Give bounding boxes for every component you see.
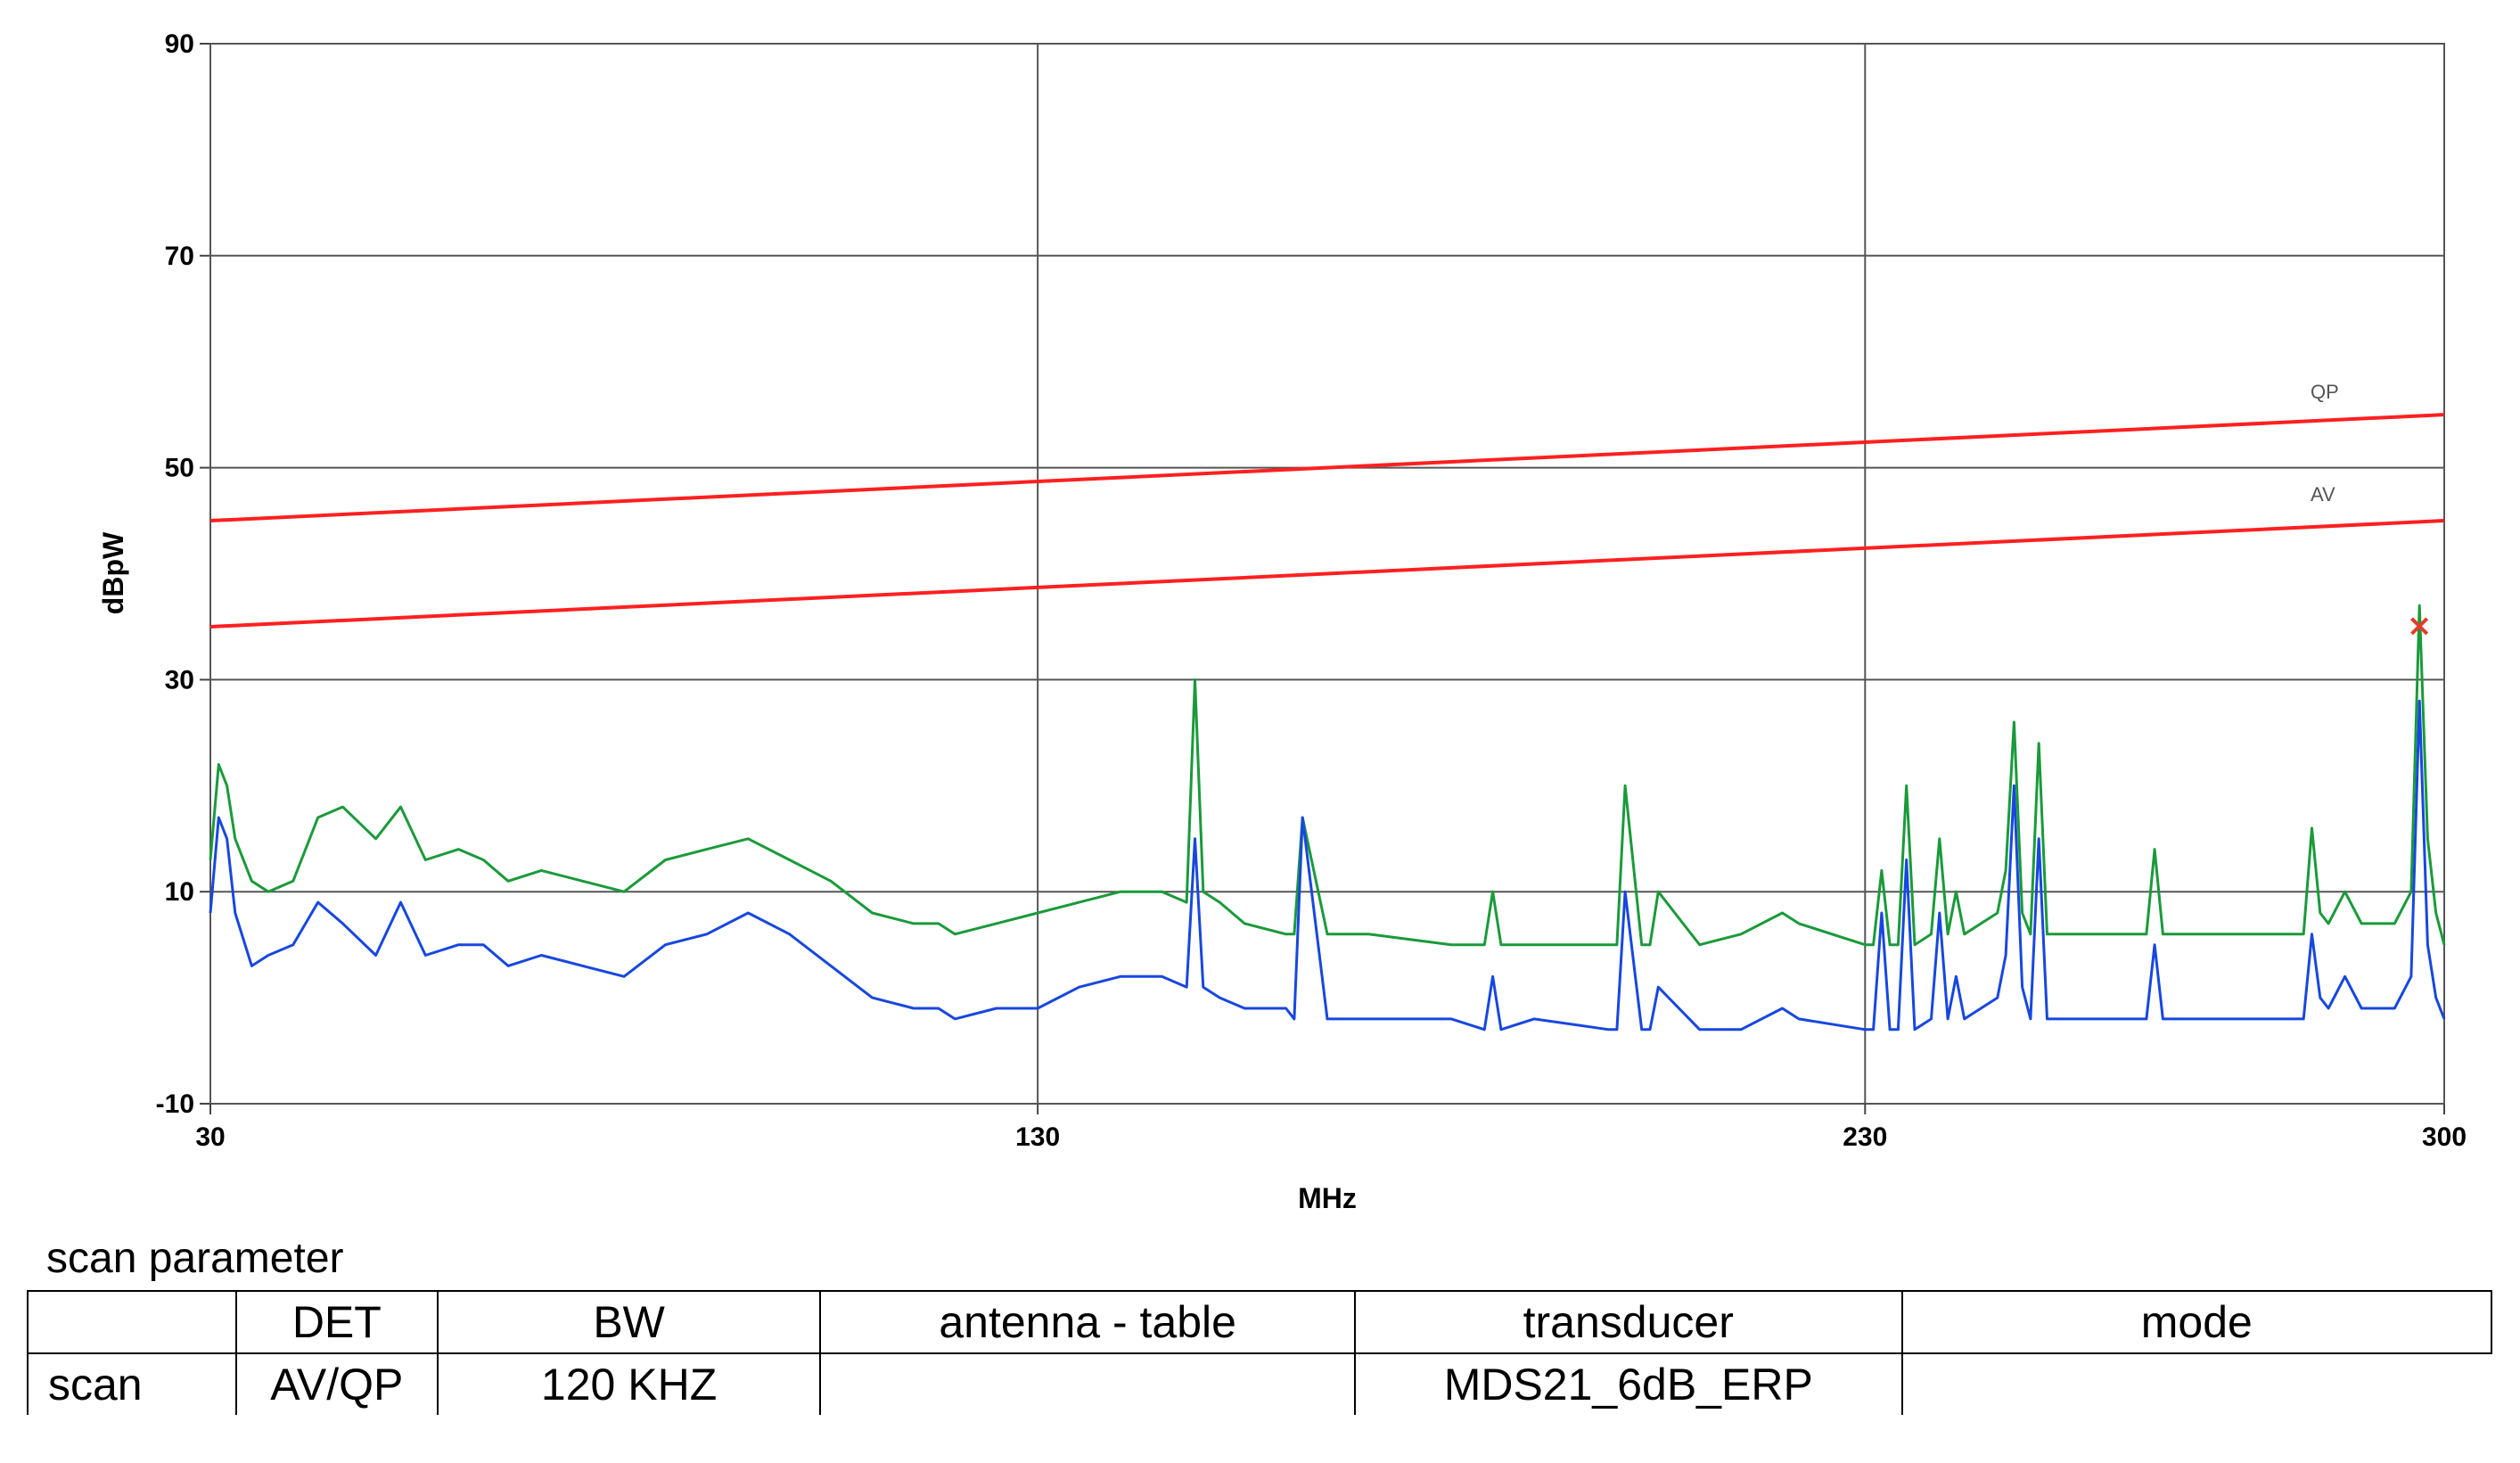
header-cell-blank [27,1290,237,1354]
limit-label-qp: QP [2311,381,2339,403]
y-tick-label: -10 [156,1089,194,1119]
peak-markers: × [2407,608,2433,644]
cell-det: AV/QP [234,1352,439,1415]
header-cell-mode: mode [1900,1290,2493,1354]
x-tick-label: 230 [1843,1122,1887,1152]
limit-lines: QP AV [209,381,2445,629]
y-tick-label: 10 [165,877,194,907]
cell-mode [1900,1352,2491,1415]
emission-chart: QP AV × 90 70 50 30 10 -10 30 130 230 300 MHz dBp… [97,29,2467,1214]
header-cell-antenna-table: antenna - table [819,1290,1356,1354]
x-tick-label: 300 [2422,1122,2467,1152]
y-tick-label: 50 [165,454,194,483]
x-tick-labels: 30 130 230 300 [195,1122,2467,1152]
y-tick-labels: 90 70 50 30 10 -10 [156,29,194,1119]
header-cell-transducer: transducer [1353,1290,1903,1354]
series-line-green [209,604,2446,947]
table-row: scan AV/QP 120 KHZ MDS21_6dB_ERP [27,1352,2491,1415]
table-header-row: DET BW antenna - table transducer mode [27,1290,2493,1354]
cell-bw: 120 KHZ [436,1352,822,1415]
scan-parameter-title: scan parameter [46,1235,344,1282]
y-tick-label: 70 [165,242,194,271]
header-cell-bw: BW [436,1290,822,1354]
row-label-scan: scan [27,1352,237,1415]
x-tick-label: 130 [1015,1122,1060,1152]
limit-line-qp [209,413,2445,523]
y-axis-title: dBpW [97,531,129,614]
series-layer [209,604,2446,1031]
x-tick-label: 30 [195,1122,225,1152]
x-axis-title: MHz [1298,1182,1357,1214]
y-tick-label: 90 [165,29,194,59]
limit-label-av: AV [2311,483,2335,505]
scan-parameter-table: DET BW antenna - table transducer mode s… [27,1290,2493,1415]
series-line-blue [209,699,2446,1031]
grid-lines [200,43,2445,1114]
cell-transducer: MDS21_6dB_ERP [1353,1352,1903,1415]
peak-marker: × [2407,608,2433,644]
y-tick-label: 30 [165,665,194,695]
header-cell-det: DET [234,1290,439,1354]
cell-antenna-table [819,1352,1356,1415]
limit-line-av [209,519,2445,629]
